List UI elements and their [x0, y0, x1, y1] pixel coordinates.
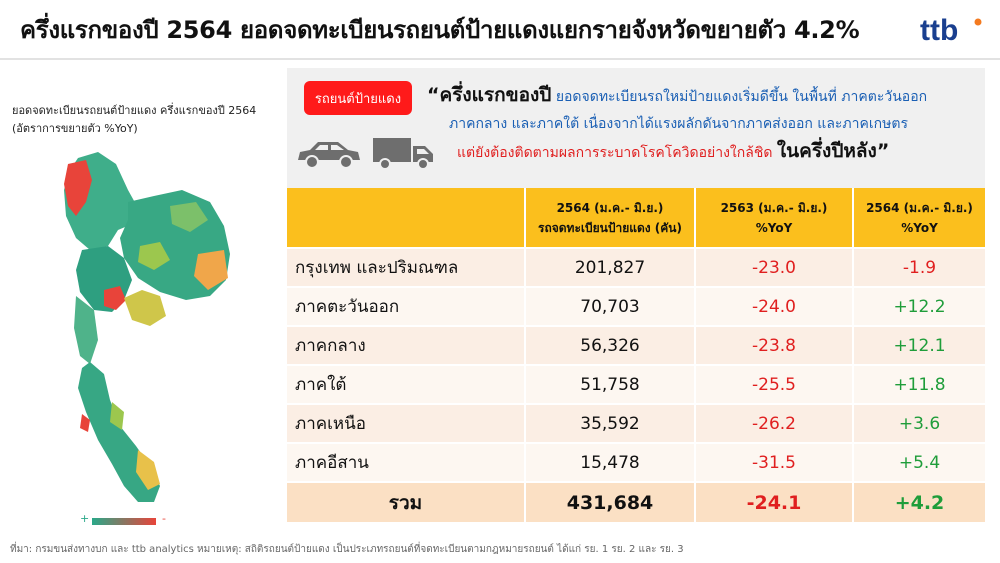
- legend-minus-label: -: [162, 512, 166, 525]
- units-value: 70,703: [525, 286, 696, 326]
- region-name: กรุงเทพ และปริมณฑล: [287, 247, 526, 287]
- quote-line-3-text: แต่ยังต้องติดตามผลการระบาดโรคโควิดอย่างใ…: [457, 145, 777, 161]
- map-caption-subtitle: (อัตราการขยายตัว %YoY): [12, 122, 138, 135]
- yoy-2563-value: -25.5: [695, 364, 854, 404]
- legend-plus-label: +: [80, 512, 90, 525]
- table-row: กรุงเทพ และปริมณฑล 201,827 -23.0 -1.9: [287, 247, 985, 287]
- header-units-label: รถจดทะเบียนป้ายแดง (คัน): [538, 220, 682, 235]
- yoy-2563-value: -24.0: [695, 286, 854, 326]
- yoy-2564-value: -1.9: [853, 247, 985, 287]
- map-caption: ยอดจดทะเบียนรถยนต์ป้ายแดง ครึ่งแรกของปี …: [12, 102, 256, 138]
- table-row: ภาคอีสาน 15,478 -31.5 +5.4: [287, 442, 985, 482]
- region-name: ภาคอีสาน: [287, 442, 526, 482]
- map-south-hotspot: [80, 414, 90, 432]
- header-2563-label: %YoY: [755, 220, 793, 235]
- truck-icon: [373, 138, 433, 170]
- table-header-row: 2564 (ม.ค.- มิ.ย.) รถจดทะเบียนป้ายแดง (ค…: [287, 188, 985, 248]
- map-northeast-patch-2: [194, 250, 228, 290]
- units-value: 201,827: [525, 247, 696, 287]
- page-title: ครึ่งแรกของปี 2564 ยอดจดทะเบียนรถยนต์ป้า…: [20, 16, 860, 44]
- map-south-patch-2: [110, 402, 124, 430]
- table-row: ภาคเหนือ 35,592 -26.2 +3.6: [287, 403, 985, 443]
- category-badge: รถยนต์ป้ายแดง: [304, 81, 412, 115]
- quote-open-text: “ครึ่งแรกของปี: [427, 84, 552, 106]
- map-west-region: [74, 296, 98, 364]
- units-value: 51,758: [525, 364, 696, 404]
- thailand-province-map: [64, 152, 230, 502]
- quote-line-1: “ครึ่งแรกของปี ยอดจดทะเบียนรถใหม่ป้ายแดง…: [427, 82, 982, 111]
- callout-quote: “ครึ่งแรกของปี ยอดจดทะเบียนรถใหม่ป้ายแดง…: [427, 82, 982, 167]
- car-icon: [298, 142, 360, 169]
- yoy-2564-value: +11.8: [853, 364, 985, 404]
- header-cell-region: [287, 188, 526, 248]
- quote-line-1-text: ยอดจดทะเบียนรถใหม่ป้ายแดงเริ่มดีขึ้น ในพ…: [551, 89, 928, 105]
- map-northwest-hotspot: [64, 160, 92, 216]
- header-2564-label: %YoY: [901, 220, 938, 235]
- registration-table: 2564 (ม.ค.- มิ.ย.) รถจดทะเบียนป้ายแดง (ค…: [287, 188, 985, 522]
- legend-gradient-bar: [92, 518, 156, 525]
- units-value: 35,592: [525, 403, 696, 443]
- header-cell-yoy-2563: 2563 (ม.ค.- มิ.ย.) %YoY: [695, 188, 854, 248]
- quote-close-text: ในครึ่งปีหลัง”: [776, 140, 890, 162]
- region-name: ภาคใต้: [287, 364, 526, 404]
- units-value: 56,326: [525, 325, 696, 365]
- callout-panel: รถยนต์ป้ายแดง “ครึ่งแรกของปี ยอดจดทะเบีย…: [287, 68, 985, 188]
- total-units-value: 431,684: [525, 481, 696, 522]
- table-row: ภาคใต้ 51,758 -25.5 +11.8: [287, 364, 985, 404]
- units-value: 15,478: [525, 442, 696, 482]
- map-caption-title: ยอดจดทะเบียนรถยนต์ป้ายแดง ครึ่งแรกของปี …: [12, 104, 257, 117]
- total-yoy-2564-value: +4.2: [853, 481, 985, 522]
- yoy-2564-value: +12.1: [853, 325, 985, 365]
- map-northeast-patch-3: [138, 242, 170, 270]
- header-cell-yoy-2564: 2564 (ม.ค.- มิ.ย.) %YoY: [853, 188, 985, 248]
- map-east-region: [124, 290, 166, 326]
- total-yoy-2563-value: -24.1: [695, 481, 854, 522]
- header-divider: [0, 58, 1000, 60]
- yoy-2564-value: +12.2: [853, 286, 985, 326]
- quote-line-2: ภาคกลาง และภาคใต้ เนื่องจากได้แรงผลักดัน…: [449, 116, 908, 132]
- map-legend: + -: [80, 512, 180, 527]
- source-footnote: ที่มา: กรมขนส่งทางบก และ ttb analytics ห…: [10, 544, 684, 555]
- yoy-2564-value: +3.6: [853, 403, 985, 443]
- yoy-2563-value: -26.2: [695, 403, 854, 443]
- table-total-row: รวม 431,684 -24.1 +4.2: [287, 481, 985, 522]
- region-name: ภาคตะวันออก: [287, 286, 526, 326]
- header-2563-period: 2563 (ม.ค.- มิ.ย.): [720, 200, 828, 215]
- table-row: ภาคกลาง 56,326 -23.8 +12.1: [287, 325, 985, 365]
- region-name: ภาคกลาง: [287, 325, 526, 365]
- map-south-patch-1: [136, 450, 160, 490]
- table-row: ภาคตะวันออก 70,703 -24.0 +12.2: [287, 286, 985, 326]
- region-name: ภาคเหนือ: [287, 403, 526, 443]
- total-label: รวม: [287, 481, 526, 522]
- map-northeast-patch-1: [170, 202, 208, 232]
- yoy-2563-value: -23.0: [695, 247, 854, 287]
- ttb-logo: ttb: [920, 14, 982, 47]
- quote-line-3: แต่ยังต้องติดตามผลการระบาดโรคโควิดอย่างใ…: [427, 138, 982, 167]
- yoy-2563-value: -23.8: [695, 325, 854, 365]
- header-2564-period: 2564 (ม.ค.- มิ.ย.): [866, 200, 973, 215]
- header-cell-units: 2564 (ม.ค.- มิ.ย.) รถจดทะเบียนป้ายแดง (ค…: [525, 188, 696, 248]
- header-units-period: 2564 (ม.ค.- มิ.ย.): [556, 200, 664, 215]
- logo-text: ttb: [920, 14, 958, 47]
- yoy-2563-value: -31.5: [695, 442, 854, 482]
- yoy-2564-value: +5.4: [853, 442, 985, 482]
- map-bangkok-area: [104, 286, 126, 310]
